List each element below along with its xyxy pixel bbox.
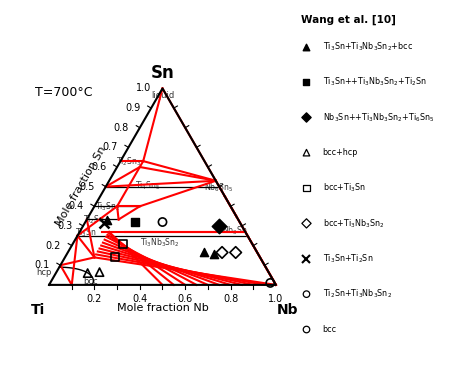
- Point: [303, 149, 310, 156]
- Text: Nb$_3$Sn: Nb$_3$Sn: [222, 225, 247, 237]
- Text: 0.2: 0.2: [87, 294, 102, 303]
- Point: [303, 220, 310, 227]
- Text: Nb: Nb: [276, 303, 298, 317]
- Point: [218, 249, 226, 256]
- Text: Ti$_3$Sn: Ti$_3$Sn: [75, 227, 97, 239]
- Text: hcp: hcp: [36, 268, 52, 277]
- Text: 0.6: 0.6: [91, 162, 106, 172]
- Text: 0.4: 0.4: [132, 294, 147, 303]
- Text: Ti$_2$Sn$_3$: Ti$_2$Sn$_3$: [117, 156, 142, 168]
- Text: 0.9: 0.9: [125, 103, 140, 113]
- Text: Sn: Sn: [151, 64, 174, 82]
- Text: Nb$_6$Sn$_5$: Nb$_6$Sn$_5$: [204, 181, 233, 194]
- Text: bcc+Ti$_3$Sn: bcc+Ti$_3$Sn: [323, 182, 366, 194]
- Point: [96, 269, 103, 275]
- Point: [111, 254, 118, 261]
- Text: 0.8: 0.8: [223, 294, 238, 303]
- Text: Ti$_2$Sn+Ti$_3$Nb$_3$Sn$_2$: Ti$_2$Sn+Ti$_3$Nb$_3$Sn$_2$: [323, 288, 392, 300]
- Point: [84, 270, 91, 276]
- Point: [119, 241, 127, 247]
- Point: [303, 79, 310, 85]
- Text: bcc: bcc: [83, 278, 98, 287]
- Text: bcc+hcp: bcc+hcp: [323, 148, 358, 157]
- Text: Ti$_3$Sn+Ti$_3$Nb$_3$Sn$_2$+bcc: Ti$_3$Sn+Ti$_3$Nb$_3$Sn$_2$+bcc: [323, 40, 413, 53]
- Text: 0.6: 0.6: [178, 294, 193, 303]
- Point: [303, 327, 310, 333]
- Point: [210, 251, 218, 258]
- Text: Mole fraction Sn: Mole fraction Sn: [54, 145, 108, 229]
- Point: [103, 217, 111, 223]
- Text: Mole fraction Nb: Mole fraction Nb: [117, 303, 209, 313]
- Text: 0.2: 0.2: [46, 241, 61, 250]
- Point: [303, 44, 310, 50]
- Point: [266, 280, 274, 286]
- Text: 0.7: 0.7: [102, 142, 118, 152]
- Text: 0.8: 0.8: [114, 123, 129, 133]
- Point: [215, 223, 223, 229]
- Point: [303, 185, 310, 191]
- Text: 1.0: 1.0: [268, 294, 283, 303]
- Text: Ti$_3$Sn++Ti$_3$Nb$_3$Sn$_2$+Ti$_2$Sn: Ti$_3$Sn++Ti$_3$Nb$_3$Sn$_2$+Ti$_2$Sn: [323, 76, 427, 88]
- Text: Nb$_3$Sn++Ti$_3$Nb$_3$Sn$_2$+Ti$_6$Sn$_5$: Nb$_3$Sn++Ti$_3$Nb$_3$Sn$_2$+Ti$_6$Sn$_5…: [323, 111, 434, 123]
- Text: 0.3: 0.3: [57, 221, 72, 231]
- Text: Ti$_3$Sn+Ti$_2$Sn: Ti$_3$Sn+Ti$_2$Sn: [323, 252, 373, 265]
- Point: [303, 114, 310, 120]
- Point: [159, 219, 166, 225]
- Point: [200, 249, 208, 256]
- Text: T=700°C: T=700°C: [36, 86, 93, 99]
- Text: Ti$_2$Sn: Ti$_2$Sn: [82, 214, 104, 226]
- Text: 0.5: 0.5: [80, 181, 95, 192]
- Text: Ti$_3$Nb$_3$Sn$_2$: Ti$_3$Nb$_3$Sn$_2$: [140, 236, 179, 249]
- Text: bcc: bcc: [323, 325, 337, 334]
- Text: Ti: Ti: [31, 303, 45, 317]
- Point: [232, 249, 239, 256]
- Text: Ti$_3$Sn$_2$: Ti$_3$Sn$_2$: [95, 200, 120, 212]
- Text: Wang et al. [10]: Wang et al. [10]: [301, 15, 396, 25]
- Point: [131, 219, 139, 225]
- Point: [303, 291, 310, 297]
- Text: liquid: liquid: [151, 91, 175, 100]
- Text: bcc+Ti$_3$Nb$_3$Sn$_2$: bcc+Ti$_3$Nb$_3$Sn$_2$: [323, 217, 384, 230]
- Text: Ti$_4$Sn$_5$: Ti$_4$Sn$_5$: [135, 180, 160, 192]
- Text: 0.4: 0.4: [68, 201, 83, 211]
- Text: 0.1: 0.1: [34, 260, 49, 270]
- Text: 1.0: 1.0: [137, 83, 152, 93]
